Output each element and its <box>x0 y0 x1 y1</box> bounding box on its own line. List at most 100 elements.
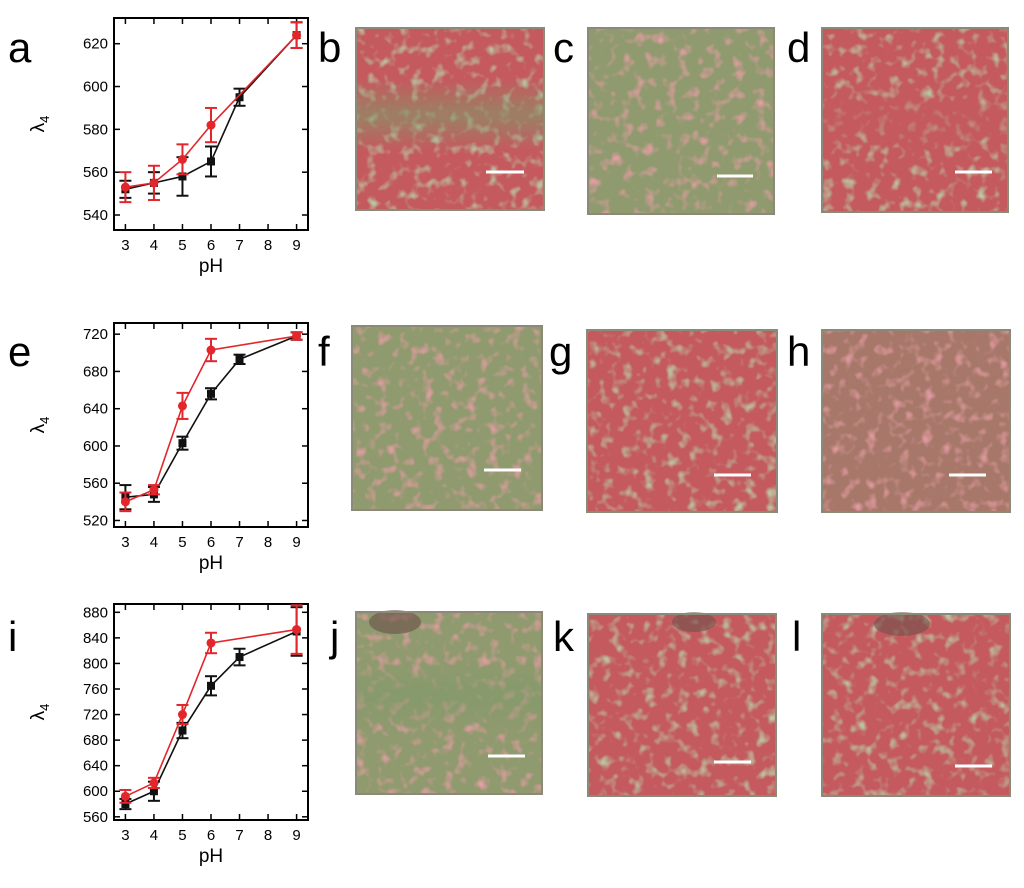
x-tick-label-a-3: 3 <box>121 237 129 254</box>
y-tick-label-e-520: 520 <box>83 512 108 529</box>
data-point-e-red-3 <box>120 497 130 507</box>
y-tick-label-i-560: 560 <box>83 809 108 826</box>
data-point-a-black-5 <box>178 172 187 181</box>
data-point-a-red-9 <box>292 30 302 40</box>
y-tick-label-e-640: 640 <box>83 401 108 418</box>
chart-panel-e: 3 4 5 6 7 8 9 520 560 600 640 680 720 pH λ4 <box>28 322 309 574</box>
panel-letter-i: i <box>8 613 17 660</box>
data-point-a-red-6 <box>206 120 216 130</box>
y-tick-label-i-600: 600 <box>83 783 108 800</box>
x-tick-label-e-6: 6 <box>207 534 215 551</box>
panel-letter-g: g <box>549 328 572 375</box>
photo-panel-j: j <box>328 610 543 795</box>
series-line-i-red <box>125 628 297 798</box>
panel-letter-h: h <box>787 328 810 375</box>
photo-g-edge <box>586 329 778 513</box>
panel-letter-b: b <box>318 24 341 71</box>
photo-d-band <box>822 90 1008 150</box>
photo-panel-g: g <box>549 328 778 513</box>
chart-panel-i: 3 4 5 6 7 8 9 560 600 640 680 720 760 800 840 880 pH λ4 <box>28 603 309 867</box>
x-tick-label-e-3: 3 <box>121 534 129 551</box>
series-line-i-black <box>125 630 297 805</box>
panel-letter-e: e <box>8 328 31 375</box>
panel-letter-f: f <box>318 328 330 375</box>
x-tick-label-a-4: 4 <box>150 237 158 254</box>
data-point-i-red-9 <box>292 625 302 635</box>
photo-f-edge <box>351 325 543 511</box>
photo-b-edge <box>355 27 545 211</box>
x-axis-title-i: pH <box>199 846 223 867</box>
photo-panel-k: k <box>553 612 777 797</box>
y-tick-label-a-620: 620 <box>83 36 108 53</box>
photo-d-edge <box>821 27 1009 213</box>
data-point-e-red-5 <box>177 401 187 411</box>
x-tick-label-a-8: 8 <box>264 237 272 254</box>
panel-letter-k: k <box>553 613 575 660</box>
y-axis-title-e: λ4 <box>28 417 52 434</box>
photo-panel-f: f <box>318 325 543 511</box>
data-point-a-red-5 <box>177 154 187 164</box>
x-axis-title-e: pH <box>199 553 223 574</box>
y-tick-label-i-640: 640 <box>83 758 108 775</box>
y-tick-label-i-880: 880 <box>83 604 108 621</box>
y-tick-label-i-680: 680 <box>83 732 108 749</box>
data-point-i-red-6 <box>206 638 216 648</box>
photo-b-band <box>356 80 544 150</box>
x-tick-label-e-5: 5 <box>178 534 186 551</box>
photo-l-mark <box>874 612 930 636</box>
photo-k-mark <box>672 612 716 632</box>
y-tick-label-a-540: 540 <box>83 207 108 224</box>
photo-k-edge <box>587 613 777 797</box>
x-tick-label-i-6: 6 <box>207 827 215 844</box>
photo-j-edge <box>355 611 543 795</box>
photo-panel-l: l <box>792 612 1011 797</box>
photo-k-mottle <box>588 614 776 796</box>
data-point-a-red-4 <box>149 178 159 188</box>
data-point-a-black-7 <box>235 93 244 102</box>
x-axis-title-a: pH <box>199 256 223 277</box>
data-point-i-black-7 <box>235 653 244 662</box>
photo-h-mottle <box>822 330 1010 512</box>
y-axis-title-i: λ4 <box>28 704 52 721</box>
data-point-e-black-5 <box>178 439 187 448</box>
photo-panel-b: b <box>318 24 545 211</box>
data-point-i-red-4 <box>149 778 159 788</box>
y-tick-label-e-600: 600 <box>83 438 108 455</box>
photo-f-mottle <box>352 326 542 510</box>
x-tick-label-e-9: 9 <box>292 534 300 551</box>
data-point-e-red-9 <box>292 331 302 341</box>
data-point-i-red-5 <box>177 710 187 720</box>
y-tick-label-a-600: 600 <box>83 79 108 96</box>
x-tick-label-i-4: 4 <box>150 827 158 844</box>
photo-panel-c: c <box>553 24 775 215</box>
x-tick-label-i-8: 8 <box>264 827 272 844</box>
x-tick-label-e-7: 7 <box>235 534 243 551</box>
photo-g-mottle <box>587 330 777 512</box>
data-point-a-black-6 <box>207 157 215 166</box>
data-point-i-black-6 <box>207 681 215 690</box>
x-tick-label-i-5: 5 <box>178 827 186 844</box>
x-tick-label-a-5: 5 <box>178 237 186 254</box>
photo-j-mark <box>369 610 421 634</box>
panel-letter-c: c <box>553 24 574 71</box>
x-tick-label-a-7: 7 <box>235 237 243 254</box>
photo-l-mottle <box>822 614 1010 796</box>
y-axis-title-a: λ4 <box>28 116 52 133</box>
x-tick-label-i-7: 7 <box>235 827 243 844</box>
data-point-e-black-6 <box>207 389 215 398</box>
y-tick-label-i-720: 720 <box>83 707 108 724</box>
data-point-i-black-5 <box>178 726 187 735</box>
x-tick-label-i-9: 9 <box>292 827 300 844</box>
panel-letter-a: a <box>8 24 32 71</box>
panel-letter-j: j <box>328 613 339 660</box>
photo-l-edge <box>821 613 1011 797</box>
x-tick-label-a-6: 6 <box>207 237 215 254</box>
data-point-e-red-4 <box>149 485 159 495</box>
data-point-e-black-7 <box>235 355 244 364</box>
data-point-i-red-3 <box>120 791 130 801</box>
y-tick-label-e-680: 680 <box>83 363 108 380</box>
panel-letter-l: l <box>792 613 801 660</box>
y-tick-label-a-560: 560 <box>83 164 108 181</box>
data-point-e-red-6 <box>206 345 216 355</box>
